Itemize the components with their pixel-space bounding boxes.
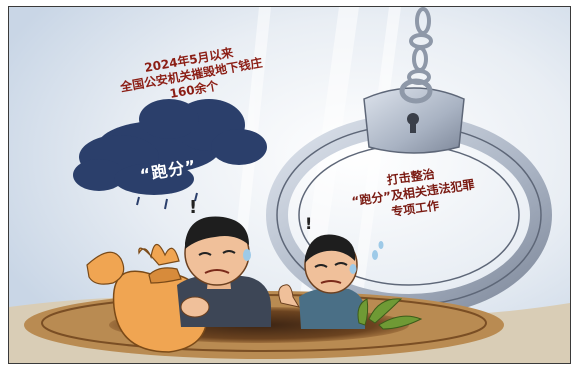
man-left: !	[177, 197, 271, 327]
cloud-drips	[136, 192, 198, 210]
sweat-drops	[372, 241, 384, 260]
plant	[357, 298, 423, 330]
dark-cloud	[73, 99, 267, 195]
cartoon-scene: ! !	[9, 7, 570, 363]
svg-text:!: !	[305, 214, 312, 233]
svg-text:!: !	[189, 197, 197, 218]
cartoon-frame: ! ! 2024年5月以来	[8, 6, 571, 364]
man-right: !	[278, 214, 365, 329]
